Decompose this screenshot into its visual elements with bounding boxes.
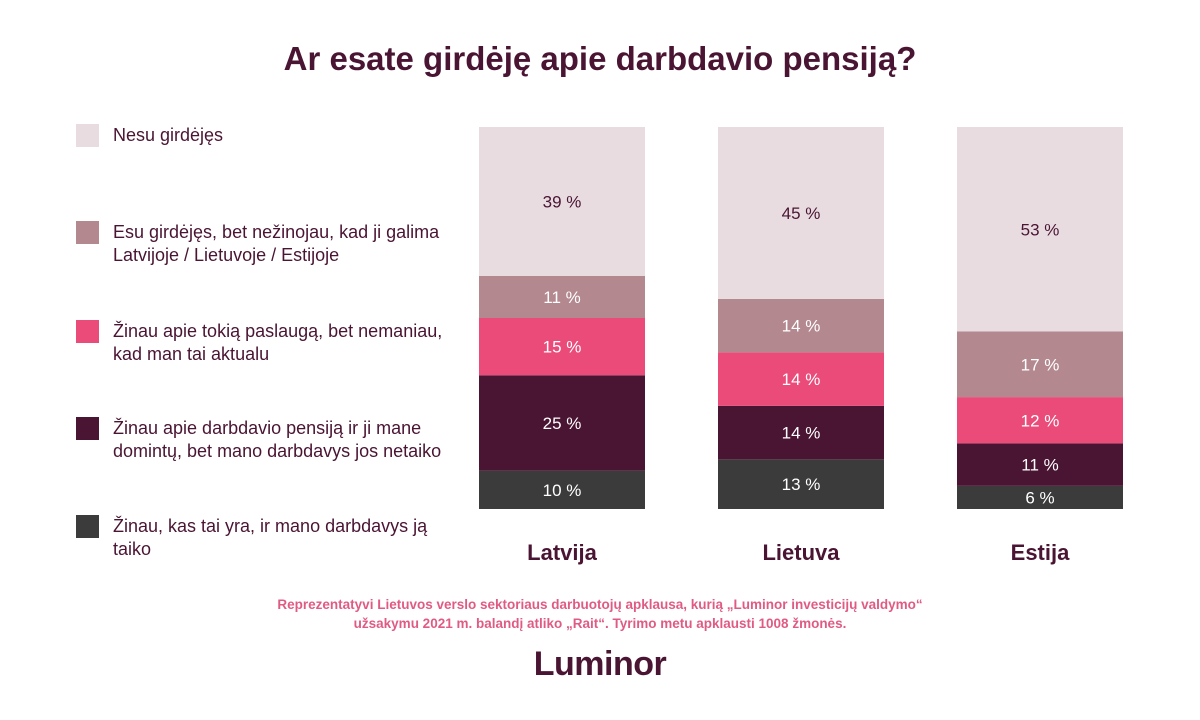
data-label-lietuva-4: 45 % bbox=[782, 204, 821, 223]
chart-title: Ar esate girdėję apie darbdavio pensiją? bbox=[283, 40, 917, 77]
data-label-latvija-2: 15 % bbox=[543, 338, 582, 357]
data-label-latvija-4: 39 % bbox=[543, 192, 582, 211]
legend-label: Žinau apie tokią paslaugą, bet nemaniau,… bbox=[113, 321, 443, 364]
category-label-lietuva: Lietuva bbox=[762, 540, 840, 565]
legend-label: Žinau, kas tai yra, ir mano darbdavys ją… bbox=[113, 516, 428, 559]
footnote-line-1: Reprezentatyvi Lietuvos verslo sektoriau… bbox=[277, 597, 923, 612]
data-label-lietuva-0: 13 % bbox=[782, 475, 821, 494]
legend-swatch bbox=[76, 515, 99, 538]
data-label-lietuva-1: 14 % bbox=[782, 424, 821, 443]
data-label-lietuva-2: 14 % bbox=[782, 370, 821, 389]
data-label-estija-3: 17 % bbox=[1021, 355, 1060, 374]
data-label-estija-0: 6 % bbox=[1025, 488, 1054, 507]
data-label-estija-4: 53 % bbox=[1021, 220, 1060, 239]
bar-segment-lietuva-4 bbox=[718, 127, 884, 299]
bar-segment-latvija-1 bbox=[479, 375, 645, 471]
bar-segment-estija-2 bbox=[957, 397, 1123, 444]
legend-swatch bbox=[76, 124, 99, 147]
bar-segment-estija-4 bbox=[957, 127, 1123, 332]
legend-swatch bbox=[76, 320, 99, 343]
data-label-latvija-1: 25 % bbox=[543, 414, 582, 433]
bar-segment-latvija-3 bbox=[479, 275, 645, 318]
category-label-latvija: Latvija bbox=[527, 540, 597, 565]
legend-swatch bbox=[76, 221, 99, 244]
footnote: Reprezentatyvi Lietuvos verslo sektoriau… bbox=[150, 595, 1050, 633]
data-label-estija-2: 12 % bbox=[1021, 411, 1060, 430]
luminor-logo: Luminor bbox=[533, 645, 667, 683]
category-label-estija: Estija bbox=[1011, 540, 1070, 565]
bar-segment-lietuva-1 bbox=[718, 405, 884, 460]
bar-segment-lietuva-3 bbox=[718, 298, 884, 353]
bar-segment-lietuva-0 bbox=[718, 459, 884, 509]
data-label-lietuva-3: 14 % bbox=[782, 317, 821, 336]
legend-label: Žinau apie darbdavio pensiją ir ji mane … bbox=[113, 418, 442, 461]
bar-segment-estija-1 bbox=[957, 443, 1123, 486]
data-label-latvija-3: 11 % bbox=[543, 288, 581, 307]
data-label-estija-1: 11 % bbox=[1021, 456, 1059, 475]
bar-segment-estija-0 bbox=[957, 485, 1123, 509]
data-label-latvija-0: 10 % bbox=[543, 481, 582, 500]
bar-segment-lietuva-2 bbox=[718, 352, 884, 406]
bar-segment-estija-3 bbox=[957, 331, 1123, 398]
bar-segment-latvija-4 bbox=[479, 127, 645, 276]
legend-swatch bbox=[76, 417, 99, 440]
legend-label: Esu girdėjęs, bet nežinojau, kad ji gali… bbox=[113, 222, 440, 265]
bar-segment-latvija-2 bbox=[479, 318, 645, 376]
bar-segment-latvija-0 bbox=[479, 470, 645, 509]
legend-label: Nesu girdėjęs bbox=[113, 125, 224, 145]
footnote-line-2: užsakymu 2021 m. balandį atliko „Rait“. … bbox=[353, 616, 847, 631]
